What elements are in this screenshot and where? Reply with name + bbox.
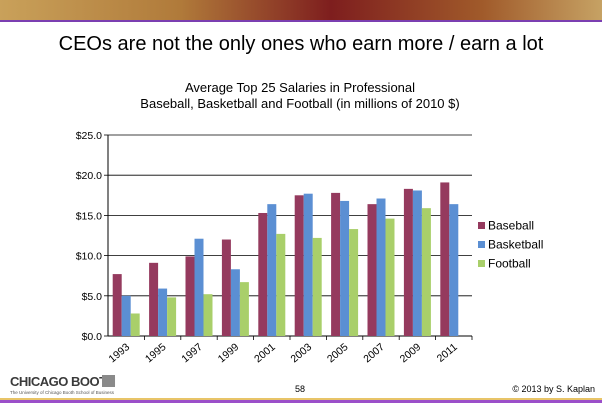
bar-baseball-2011 xyxy=(440,182,450,336)
copyright-notice: © 2013 by S. Kaplan xyxy=(512,384,595,394)
bar-football-1995 xyxy=(167,297,177,336)
bar-basketball-1993 xyxy=(121,295,131,336)
x-tick-label: 2007 xyxy=(361,341,387,365)
bar-basketball-2009 xyxy=(412,190,422,336)
x-tick-label: 2003 xyxy=(289,341,315,365)
y-tick-label: $5.0 xyxy=(82,291,103,303)
bar-football-2005 xyxy=(349,229,359,336)
bar-football-1999 xyxy=(239,282,249,336)
bar-basketball-2007 xyxy=(376,198,386,336)
header-band xyxy=(0,0,602,20)
x-tick-label: 1995 xyxy=(143,341,169,365)
bars xyxy=(112,182,459,336)
bar-baseball-1993 xyxy=(112,274,122,336)
bar-football-2001 xyxy=(276,233,286,336)
bar-football-2009 xyxy=(421,208,431,336)
bar-baseball-1997 xyxy=(185,256,195,336)
bar-basketball-2011 xyxy=(449,204,459,336)
legend-label-basketball: Basketball xyxy=(488,238,543,252)
bar-baseball-2007 xyxy=(367,204,377,336)
bar-basketball-1995 xyxy=(158,288,168,336)
x-tick-label: 2009 xyxy=(398,341,424,365)
slide-title: CEOs are not the only ones who earn more… xyxy=(58,33,544,55)
x-tick-label: 2001 xyxy=(252,341,278,365)
x-tick-label: 1993 xyxy=(107,341,133,365)
y-axis-ticks: $0.0 $5.0 $10.0 $15.0 $20.0 $25.0 xyxy=(76,130,102,343)
chart-title-line-1: Average Top 25 Salaries in Professional xyxy=(184,80,416,95)
bar-football-1993 xyxy=(130,313,140,336)
bar-basketball-1999 xyxy=(230,269,240,336)
chicago-booth-logo: CHICAGO BOOTH The University of Chicago … xyxy=(10,374,116,395)
legend-label-football: Football xyxy=(488,257,531,271)
legend-swatch-baseball xyxy=(478,222,485,229)
bar-basketball-2005 xyxy=(340,200,350,336)
bar-baseball-1995 xyxy=(149,262,159,336)
bar-baseball-1999 xyxy=(221,239,231,336)
x-tick-label: 1999 xyxy=(216,341,242,365)
bar-basketball-2001 xyxy=(267,204,277,336)
salary-bar-chart: $0.0$5.0$10.0$15.0$20.0$25.0 1993 1995 199… xyxy=(76,130,544,365)
legend-swatch-basketball xyxy=(478,241,485,248)
y-tick-label: $15.0 xyxy=(76,210,102,222)
bar-baseball-2005 xyxy=(331,192,341,336)
bar-football-2007 xyxy=(385,218,395,336)
x-tick-label: 2011 xyxy=(435,341,460,365)
bar-football-1997 xyxy=(203,294,213,336)
y-tick-label: $10.0 xyxy=(76,251,102,263)
chart-title: Average Top 25 Salaries in Professional … xyxy=(100,80,500,112)
bar-football-2003 xyxy=(312,237,322,336)
legend-label-baseball: Baseball xyxy=(488,219,534,233)
legend: Baseball Basketball Football xyxy=(478,219,543,271)
legend-swatch-football xyxy=(478,260,485,267)
bar-basketball-2003 xyxy=(303,193,313,336)
header-divider xyxy=(0,20,602,22)
bar-basketball-1997 xyxy=(194,238,204,336)
x-axis-ticks: 1993 1995 1997 1999 2001 2003 2005 2007 2009 2011 xyxy=(107,341,460,365)
bar-baseball-2003 xyxy=(294,195,304,336)
logo-text: CHICAGO BOOTH xyxy=(10,374,116,389)
chart-title-line-2: Baseball, Basketball and Football (in mi… xyxy=(140,96,460,111)
x-tick-label: 1997 xyxy=(179,341,205,365)
x-tick-label: 2005 xyxy=(325,341,351,365)
y-tick-label: $25.0 xyxy=(76,130,102,142)
university-seal-icon xyxy=(102,375,115,387)
footer-divider-purple xyxy=(0,400,602,403)
bar-baseball-2001 xyxy=(258,212,268,336)
y-tick-label: $20.0 xyxy=(76,170,102,182)
y-tick-label: $0.0 xyxy=(82,331,103,343)
page-number: 58 xyxy=(294,384,305,394)
logo-subtitle: The University of Chicago Booth School o… xyxy=(10,390,115,395)
bar-baseball-2009 xyxy=(403,188,413,336)
footer-divider-gold xyxy=(0,398,602,400)
